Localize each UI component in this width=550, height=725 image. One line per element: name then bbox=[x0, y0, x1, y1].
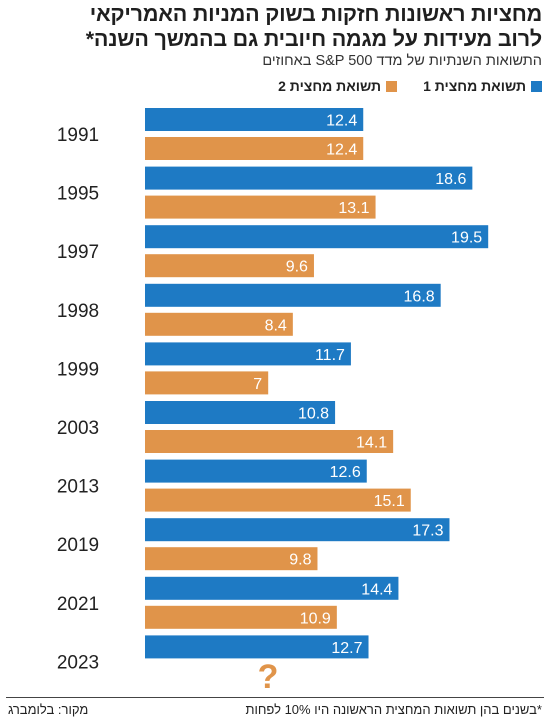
legend-label-half2: תשואת מחצית 2 bbox=[278, 78, 382, 94]
bar-2-2021 bbox=[145, 605, 337, 629]
bar-value-label: 12.7 bbox=[331, 640, 362, 657]
year-label: 1995 bbox=[57, 184, 99, 205]
bar-2-2013 bbox=[145, 488, 411, 512]
bar-value-label: 14.4 bbox=[361, 581, 392, 598]
bar-value-label: 12.4 bbox=[326, 113, 357, 130]
bar-2-1995 bbox=[145, 195, 376, 219]
year-label: 1998 bbox=[57, 301, 99, 322]
bar-1-1998 bbox=[145, 283, 441, 307]
bar-1-1991 bbox=[145, 108, 364, 131]
legend-swatch-half1 bbox=[531, 80, 542, 92]
legend-swatch-half2 bbox=[386, 80, 398, 92]
bar-2-1998 bbox=[145, 312, 293, 336]
bar-value-label: 9.8 bbox=[289, 552, 311, 569]
chart-title: מחציות ראשונות חזקות בשוק המניות האמריקא… bbox=[8, 2, 542, 52]
bar-1-2013 bbox=[145, 459, 367, 483]
year-label: 2023 bbox=[57, 652, 99, 673]
title-line-1: מחציות ראשונות חזקות בשוק המניות האמריקא… bbox=[89, 2, 542, 26]
year-label: 1999 bbox=[57, 359, 99, 380]
bar-2-2019 bbox=[145, 547, 318, 571]
footer-divider bbox=[6, 697, 544, 698]
bar-value-label: 19.5 bbox=[451, 230, 482, 247]
unknown-value-mark: ? bbox=[258, 658, 279, 694]
chart-subtitle: התשואות השנתיות של מדד S&P 500 באחוזים bbox=[262, 53, 542, 69]
bar-value-label: 8.4 bbox=[265, 317, 287, 334]
bar-1-1997 bbox=[145, 225, 489, 249]
legend-item-half1: תשואת מחצית 1 bbox=[423, 78, 542, 94]
bar-value-label: 12.4 bbox=[326, 142, 357, 159]
year-label: 2021 bbox=[57, 594, 99, 615]
bar-1-1995 bbox=[145, 166, 473, 190]
bar-1-2003 bbox=[145, 401, 336, 424]
year-label: 2013 bbox=[57, 477, 99, 498]
bar-value-label: 9.6 bbox=[286, 259, 308, 276]
bar-value-label: 14.1 bbox=[356, 435, 387, 452]
bar-1-2019 bbox=[145, 518, 450, 542]
bar-value-label: 13.1 bbox=[338, 200, 369, 217]
bar-2-1999 bbox=[145, 371, 269, 395]
bar-value-label: 18.6 bbox=[435, 171, 466, 188]
bar-chart: 1991 12.4 12.4 1995 18.6 13.1 1997 19.5 9.6 1998 1… bbox=[57, 108, 489, 694]
bar-1-1999 bbox=[145, 342, 351, 366]
bar-2-1991 bbox=[145, 137, 364, 160]
legend: תשואת מחצית 1 תשואת מחצית 2 bbox=[8, 77, 542, 95]
bar-value-label: 10.8 bbox=[298, 406, 329, 423]
bar-value-label: 7 bbox=[253, 376, 262, 393]
year-label: 1997 bbox=[57, 242, 99, 263]
bar-value-label: 15.1 bbox=[374, 493, 405, 510]
legend-item-half2: תשואת מחצית 2 bbox=[278, 78, 398, 94]
bar-value-label: 16.8 bbox=[404, 288, 435, 305]
year-label: 1991 bbox=[57, 125, 99, 146]
bar-value-label: 17.3 bbox=[412, 523, 443, 540]
bar-value-label: 11.7 bbox=[315, 347, 345, 364]
bar-value-label: 10.9 bbox=[300, 610, 331, 627]
bar-value-label: 12.6 bbox=[330, 464, 361, 481]
bar-2-2003 bbox=[145, 430, 394, 453]
bar-1-2021 bbox=[145, 576, 399, 600]
legend-label-half1: תשואת מחצית 1 bbox=[423, 78, 526, 94]
title-line-2: לרוב מעידות על מגמה חיובית גם בהמשך השנה… bbox=[85, 27, 542, 51]
footnote: *בשנים בהן תשואות המחצית הראשונה היו 10%… bbox=[245, 702, 542, 717]
bar-1-2023 bbox=[145, 635, 369, 659]
bar-2-1997 bbox=[145, 254, 314, 278]
source-credit: מקור: בלומברג bbox=[8, 702, 89, 717]
year-label: 2019 bbox=[57, 535, 99, 556]
year-label: 2003 bbox=[57, 418, 99, 439]
